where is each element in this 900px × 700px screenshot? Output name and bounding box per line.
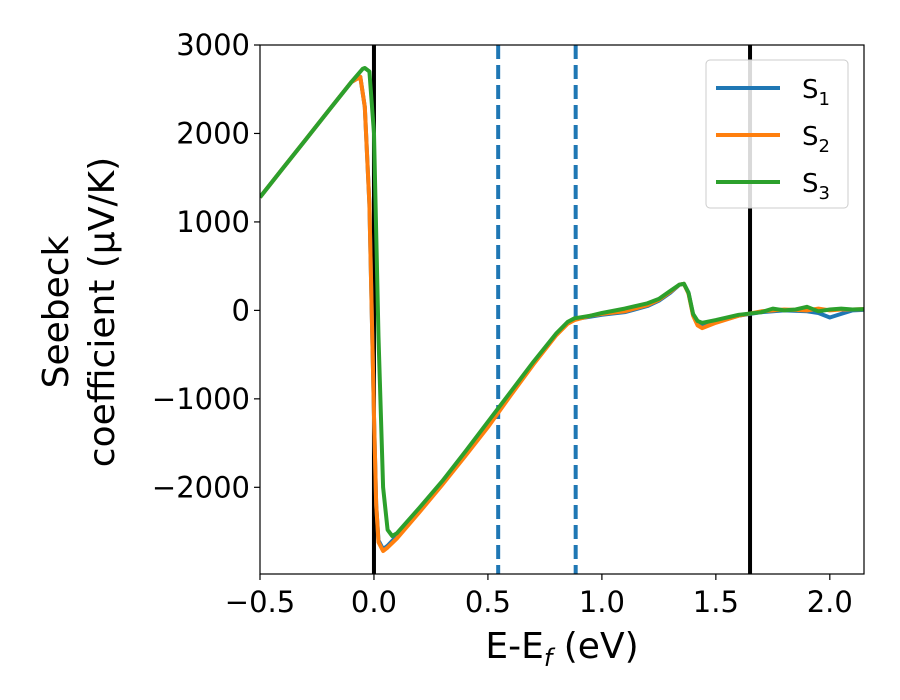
y-tick-label: 2000: [176, 116, 250, 150]
x-axis-label: E-Ef (eV): [485, 626, 638, 672]
y-axis-label-line1: Seebeck: [36, 235, 77, 388]
x-axis-label-main: E-E: [485, 626, 543, 667]
x-tick-label: 0.5: [465, 585, 511, 619]
series-layer: [260, 66, 864, 553]
y-axis-label-line2: coefficient (μV/K): [82, 157, 123, 467]
x-tick-label: 0.0: [351, 585, 397, 619]
legend-label-1: S1: [802, 75, 830, 110]
x-axis-label-unit: (eV): [552, 626, 638, 667]
x-tick-label: −0.5: [225, 585, 295, 619]
y-tick-label: −2000: [152, 470, 250, 504]
legend-label-2: S2: [802, 122, 830, 157]
y-axis: 3000 2000 1000 0 −1000 −2000: [152, 28, 260, 504]
legend-label-3: S3: [802, 169, 830, 204]
series-line-3: [260, 66, 864, 538]
y-tick-label: −1000: [152, 382, 250, 416]
x-tick-label: 1.0: [579, 585, 625, 619]
x-tick-label: 1.5: [693, 585, 739, 619]
legend: S1 S2 S3: [705, 59, 849, 209]
y-tick-label: 0: [232, 293, 250, 327]
plot-frame: [259, 44, 865, 575]
x-axis: −0.5 0.0 0.5 1.0 1.5 2.0: [225, 574, 853, 619]
y-tick-label: 3000: [176, 28, 250, 62]
y-axis-label: Seebeck coefficient (μV/K): [36, 157, 123, 467]
x-tick-label: 2.0: [807, 585, 853, 619]
y-tick-label: 1000: [176, 205, 250, 239]
